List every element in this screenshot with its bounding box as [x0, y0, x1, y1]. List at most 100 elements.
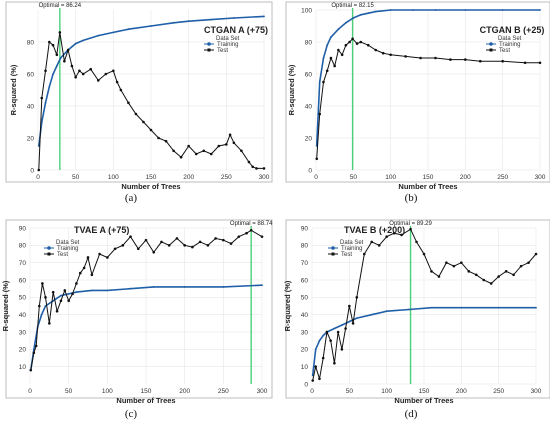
panel-title: CTGAN A (+75) [204, 25, 268, 35]
data-point [497, 306, 500, 309]
y-tick-label: 60 [19, 277, 27, 284]
legend-item: Test [341, 252, 352, 258]
data-point [75, 282, 78, 285]
data-point [78, 69, 81, 73]
data-point [385, 310, 388, 313]
data-point [55, 53, 59, 57]
data-point [81, 72, 85, 76]
data-point [121, 244, 125, 247]
data-point [348, 40, 351, 44]
data-point [229, 242, 233, 245]
data-point [70, 64, 74, 68]
data-point [222, 238, 225, 242]
data-point [149, 128, 153, 132]
data-point [142, 120, 145, 124]
x-tick-label: 50 [346, 388, 354, 395]
y-tick-label: 0 [304, 381, 308, 388]
data-point [48, 322, 51, 325]
x-tick-label: 150 [419, 388, 430, 395]
data-point [48, 85, 51, 88]
data-point [464, 58, 467, 61]
data-point [194, 152, 198, 156]
data-point [67, 299, 70, 303]
data-point [41, 282, 44, 285]
series-test [311, 227, 538, 382]
y-tick-label: 90 [19, 225, 27, 232]
data-point [150, 25, 152, 27]
legend-item: Test [217, 48, 228, 54]
x-tick-label: 50 [65, 388, 73, 395]
data-point [58, 31, 62, 34]
data-point [167, 244, 171, 247]
y-tick-label: 100 [301, 7, 312, 14]
data-point [187, 20, 190, 23]
data-point [412, 9, 414, 11]
panel-frame [5, 219, 273, 399]
optimal-label: Optimal = 82.15 [331, 3, 374, 9]
data-point [240, 149, 243, 153]
data-point [359, 13, 362, 16]
data-point [344, 327, 347, 330]
data-point [512, 273, 515, 277]
legend-swatch-marker [207, 48, 211, 52]
data-point [74, 42, 77, 45]
data-point [164, 139, 168, 143]
data-point [437, 275, 441, 278]
data-point [404, 55, 407, 58]
data-point [351, 322, 355, 325]
x-tick-label: 250 [221, 174, 232, 181]
y-tick-label: 70 [19, 260, 27, 267]
data-point [359, 40, 363, 44]
x-tick-label: 100 [385, 174, 396, 181]
data-point [449, 58, 452, 61]
data-point [237, 235, 241, 238]
x-tick-label: 300 [257, 388, 268, 395]
legend-item: Test [499, 48, 510, 54]
y-tick-label: 60 [27, 71, 35, 78]
data-point [311, 379, 315, 382]
data-point [333, 361, 336, 365]
data-point [82, 266, 86, 270]
data-point [113, 247, 117, 251]
data-point [129, 287, 132, 290]
chart-panel-2: 0 20 40 60 80 100 0 50 100 150 200 250 300 Number of … [285, 1, 550, 191]
data-point [501, 59, 504, 63]
data-point [48, 40, 51, 44]
series-line [38, 32, 264, 171]
x-axis-label: Number of Trees [116, 396, 175, 405]
data-point [336, 330, 340, 334]
data-point [75, 291, 78, 294]
data-point [318, 339, 321, 342]
legend-item: Training [217, 42, 238, 48]
legend-title: Data Set [498, 36, 522, 42]
data-point [377, 244, 381, 247]
data-point [430, 270, 433, 273]
data-point [460, 261, 463, 264]
x-tick-label: 150 [423, 174, 434, 181]
y-tick-label: 80 [301, 243, 309, 250]
series-line [316, 38, 540, 159]
data-point [32, 348, 35, 351]
x-tick-label: 0 [36, 174, 40, 181]
data-point [263, 15, 265, 18]
x-tick-label: 200 [179, 388, 190, 395]
y-axis-label: R-squared (%) [287, 64, 296, 115]
y-tick-label: 40 [301, 312, 309, 319]
data-point [86, 256, 90, 259]
y-tick-label: 20 [305, 135, 313, 142]
data-point [535, 306, 537, 309]
data-point [59, 57, 62, 59]
series-training [315, 9, 541, 147]
data-point [262, 167, 266, 170]
x-tick-label: 300 [531, 388, 542, 395]
data-point [539, 9, 541, 11]
x-tick-label: 200 [183, 174, 194, 181]
data-point [337, 28, 340, 31]
data-point [217, 144, 221, 148]
series-training [311, 306, 537, 377]
data-point [63, 59, 66, 63]
data-point [370, 240, 374, 244]
legend-title: Data Set [340, 240, 364, 246]
x-tick-label: 200 [460, 174, 471, 181]
y-tick-label: 20 [27, 135, 35, 142]
